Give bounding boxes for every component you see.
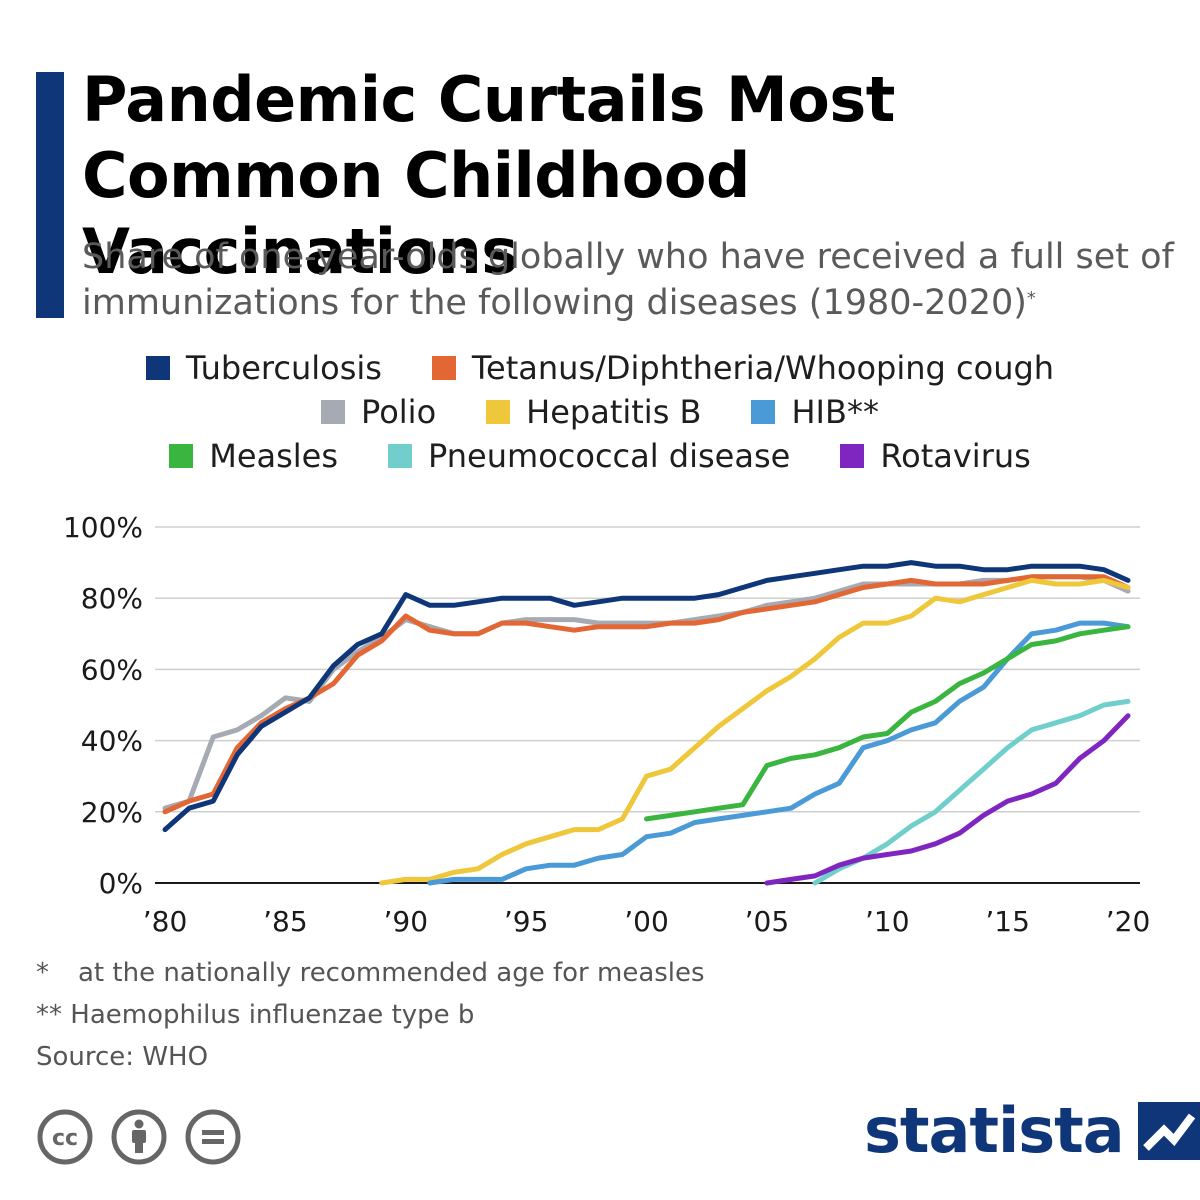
legend-swatch — [431, 356, 456, 380]
legend-row: Measles Pneumococcal disease Rotavirus — [0, 434, 1200, 478]
line-chart: 0% 20% 40% 60% 80% 100% ’80 ’85 ’90 ’95 ’00 ’05 ’10 ’… — [63, 511, 1151, 938]
legend-item-pneumococcal: Pneumococcal disease — [388, 437, 790, 475]
y-tick-label: 40% — [81, 725, 143, 758]
x-tick-label: ’85 — [263, 905, 308, 938]
legend-row: Polio Hepatitis B HIB** — [0, 390, 1200, 434]
legend-label: Tuberculosis — [185, 349, 382, 387]
attribution-icon[interactable] — [110, 1108, 168, 1166]
series-line-pneumococcal-disease — [812, 698, 1131, 886]
y-tick-label: 20% — [81, 796, 143, 829]
cc-icon[interactable]: cc — [36, 1108, 94, 1166]
svg-text:cc: cc — [52, 1126, 78, 1151]
legend: Tuberculosis Tetanus/Diphtheria/Whooping… — [0, 346, 1200, 478]
legend-label: Hepatitis B — [526, 393, 702, 431]
y-tick-label: 0% — [99, 867, 143, 900]
legend-swatch — [388, 444, 413, 468]
legend-label: Polio — [361, 393, 437, 431]
legend-label: HIB** — [791, 393, 879, 431]
y-tick-label: 80% — [81, 582, 143, 615]
x-tick-label: ’90 — [383, 905, 428, 938]
legend-swatch — [840, 444, 865, 468]
no-derivatives-icon[interactable] — [184, 1108, 242, 1166]
x-tick-label: ’05 — [745, 905, 790, 938]
footnote-text: at the nationally recommended age for me… — [78, 958, 705, 988]
footnote-1: * at the nationally recommended age for m… — [36, 952, 705, 994]
series-line-polio — [162, 574, 1131, 811]
legend-item-hib: HIB** — [751, 393, 879, 431]
license-icons: cc — [36, 1108, 242, 1166]
legend-label: Pneumococcal disease — [428, 437, 791, 475]
legend-label: Rotavirus — [880, 437, 1031, 475]
statista-mark-icon — [1137, 1101, 1200, 1160]
footnote-mark: ** — [36, 1000, 62, 1030]
footnote-mark: * — [36, 958, 49, 988]
legend-label: Measles — [209, 437, 339, 475]
accent-bar — [36, 72, 64, 318]
legend-item-rotavirus: Rotavirus — [840, 437, 1031, 475]
footnote-2: ** Haemophilus influenzae type b — [36, 994, 705, 1036]
legend-swatch — [486, 400, 511, 424]
brand-name: statista — [864, 1094, 1125, 1167]
subtitle-footnote-mark: * — [1026, 288, 1036, 309]
series-line-tetanus-diphtheria-whooping-cough — [162, 574, 1131, 815]
series-line-rotavirus — [764, 713, 1131, 886]
legend-item-measles: Measles — [169, 437, 338, 475]
series-line-hepatitis-b — [379, 577, 1131, 886]
legend-item-tuberculosis: Tuberculosis — [145, 349, 382, 387]
legend-item-tetanus: Tetanus/Diphtheria/Whooping cough — [431, 349, 1055, 387]
source-note: Source: WHO — [36, 1042, 209, 1072]
page-title: Pandemic Curtails Most Common Childhood … — [82, 63, 895, 288]
legend-swatch — [169, 444, 194, 468]
x-tick-label: ’10 — [865, 905, 910, 938]
legend-row: Tuberculosis Tetanus/Diphtheria/Whooping… — [0, 346, 1200, 390]
x-tick-label: ’00 — [624, 905, 669, 938]
y-tick-label: 100% — [63, 511, 143, 544]
legend-swatch — [145, 356, 170, 380]
subtitle-text: Share of one-year-olds globally who have… — [82, 237, 1174, 323]
series-line-hib — [427, 620, 1131, 886]
footnotes: * at the nationally recommended age for m… — [36, 952, 705, 1078]
legend-item-polio: Polio — [321, 393, 436, 431]
x-tick-label: ’20 — [1106, 905, 1151, 938]
legend-item-hepatitis-b: Hepatitis B — [486, 393, 701, 431]
series-line-tuberculosis — [162, 560, 1131, 833]
x-tick-label: ’15 — [985, 905, 1030, 938]
y-tick-label: 60% — [81, 653, 143, 686]
subtitle: Share of one-year-olds globally who have… — [82, 234, 1182, 326]
x-tick-label: ’95 — [504, 905, 549, 938]
legend-swatch — [751, 400, 776, 424]
footnote-text: Haemophilus influenzae type b — [70, 1000, 475, 1030]
x-tick-label: ’80 — [143, 905, 188, 938]
series-line-measles — [644, 624, 1131, 822]
legend-swatch — [321, 400, 346, 424]
legend-label: Tetanus/Diphtheria/Whooping cough — [471, 349, 1055, 387]
statista-logo[interactable]: statista — [864, 1094, 1200, 1167]
